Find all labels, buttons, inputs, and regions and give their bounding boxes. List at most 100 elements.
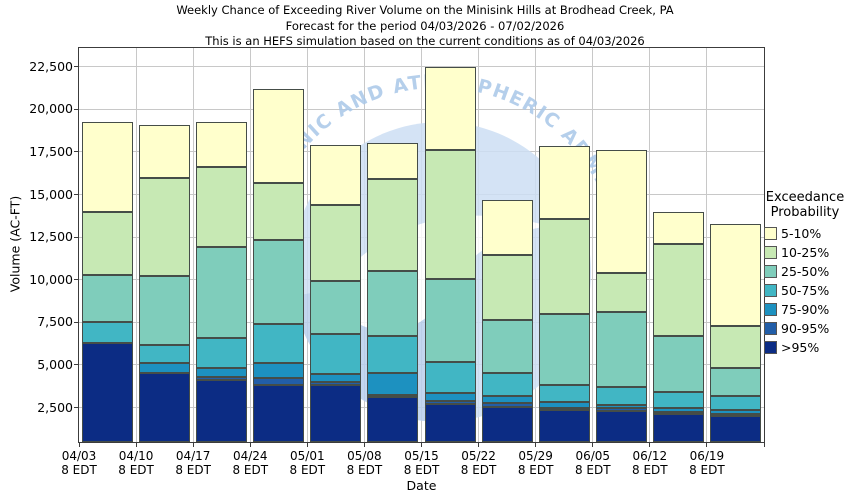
y-tick-label: 20,000 <box>29 101 73 117</box>
x-tick-time: 8 EDT <box>289 463 326 477</box>
bar-segment-90-95% <box>310 382 362 385</box>
x-tick-time: 8 EDT <box>61 463 97 477</box>
x-tick-time: 8 EDT <box>118 463 154 477</box>
bar-segment-75-90% <box>538 402 590 408</box>
x-tick-date: 05/01 <box>290 449 325 463</box>
legend-title-line1: Exceedance <box>765 190 845 205</box>
x-tick-mark <box>78 443 80 447</box>
legend-label: 90-95% <box>781 321 830 336</box>
bar-segment->95% <box>538 410 590 442</box>
y-tick-mark <box>74 321 78 323</box>
x-tick-mark <box>706 443 708 447</box>
y-tick-mark <box>74 236 78 238</box>
bar-segment-50-75% <box>424 362 476 393</box>
chart-title-line2: Forecast for the period 04/03/2026 - 07/… <box>285 18 565 33</box>
x-tick-label: 06/05 8 EDT <box>564 449 622 477</box>
bar-segment-75-90% <box>196 368 248 377</box>
legend-entry: 10-25% <box>764 243 850 262</box>
x-tick-time: 8 EDT <box>574 463 611 477</box>
y-tick-label: 15,000 <box>29 186 73 202</box>
bar-segment-25-50% <box>139 276 191 345</box>
legend-swatch <box>764 265 777 278</box>
x-tick-date: 04/24 <box>232 449 268 463</box>
bar-segment-90-95% <box>538 407 590 411</box>
x-tick-date: 06/12 <box>632 449 668 463</box>
legend-entry: 50-75% <box>764 281 850 300</box>
y-tick-label: 17,500 <box>29 143 73 159</box>
legend-label: 10-25% <box>781 245 830 260</box>
x-tick-time: 8 EDT <box>632 463 668 477</box>
x-tick-label: 06/19 8 EDT <box>678 449 736 477</box>
bar-segment->95% <box>310 384 362 442</box>
x-tick-label: 05/29 8 EDT <box>507 449 565 477</box>
vertical-gridline <box>135 48 137 442</box>
bar-segment-75-90% <box>253 363 305 378</box>
chart-title-line3: This is an HEFS simulation based on the … <box>205 34 645 48</box>
bar-segment-25-50% <box>424 278 476 363</box>
legend-swatch <box>764 227 777 240</box>
bar-segment-5-10% <box>139 124 191 178</box>
legend-swatch <box>764 322 777 335</box>
vertical-gridline <box>192 48 194 442</box>
legend-entries: 5-10% 10-25% 25-50% 50-75% 75-90% 90-95% >95% <box>760 224 850 357</box>
bar-segment-25-50% <box>253 239 305 325</box>
x-tick-mark <box>478 443 480 447</box>
x-tick-label: 05/15 8 EDT <box>393 449 451 477</box>
vertical-gridline <box>592 48 594 442</box>
legend-label: 75-90% <box>781 302 830 317</box>
bar-segment-75-90% <box>424 392 476 401</box>
bar-segment-50-75% <box>709 395 761 411</box>
x-tick-mark <box>192 443 194 447</box>
x-tick-time: 8 EDT <box>689 463 725 477</box>
bar-segment-10-25% <box>310 204 362 282</box>
vertical-gridline <box>706 48 708 442</box>
bar-segment-5-10% <box>652 211 704 244</box>
bar-segment-25-50% <box>196 247 248 338</box>
bar-segment-90-95% <box>367 394 419 398</box>
bar-segment-75-90% <box>709 410 761 414</box>
bar-segment-90-95% <box>481 403 533 407</box>
bar-segment-50-75% <box>253 324 305 364</box>
bar-segment-10-25% <box>253 182 305 240</box>
bar-segment->95% <box>253 385 305 442</box>
x-tick-mark <box>649 443 651 447</box>
bar-segment-5-10% <box>709 223 761 326</box>
y-tick-label: 5,000 <box>37 356 73 372</box>
x-tick-label: 04/03 8 EDT <box>50 449 108 477</box>
x-tick-date: 05/29 <box>518 449 553 463</box>
bar-segment-10-25% <box>595 272 647 313</box>
bar-segment-25-50% <box>652 336 704 393</box>
y-tick-mark <box>74 194 78 196</box>
x-tick-time: 8 EDT <box>460 463 497 477</box>
bar-segment->95% <box>481 406 533 442</box>
bar-segment->95% <box>595 410 647 442</box>
bar-segment-75-90% <box>310 374 362 382</box>
x-tick-date: 05/22 <box>461 449 496 463</box>
x-axis-title: Date <box>406 478 437 493</box>
x-tick-label: 06/12 8 EDT <box>621 449 679 477</box>
x-tick-mark <box>249 443 251 447</box>
x-tick-mark <box>763 443 765 447</box>
bar-segment-5-10% <box>481 199 533 256</box>
bar-segment-5-10% <box>82 122 134 212</box>
bar-segment-90-95% <box>424 400 476 405</box>
bar-segment-50-75% <box>82 322 134 343</box>
bar-segment-5-10% <box>367 142 419 180</box>
bar-segment-25-50% <box>709 368 761 396</box>
x-tick-time: 8 EDT <box>403 463 440 477</box>
y-tick-mark <box>74 151 78 153</box>
legend-label: 25-50% <box>781 264 830 279</box>
legend: Exceedance Probability 5-10% 10-25% 25-50%… <box>760 190 850 357</box>
bar-segment-5-10% <box>310 145 362 205</box>
bar-segment-75-90% <box>595 405 647 409</box>
x-tick-time: 8 EDT <box>175 463 211 477</box>
bar-segment-75-90% <box>367 372 419 395</box>
x-tick-mark <box>306 443 308 447</box>
bar-segment-90-95% <box>652 411 704 414</box>
bar-segment->95% <box>196 380 248 442</box>
x-tick-mark <box>535 443 537 447</box>
chart-title: Weekly Chance of Exceeding River Volume … <box>0 3 850 50</box>
bar-segment-50-75% <box>367 336 419 373</box>
plot-area: OCEANIC AND ATMOSPHERIC ADMINISTRATION 2… <box>29 47 765 493</box>
